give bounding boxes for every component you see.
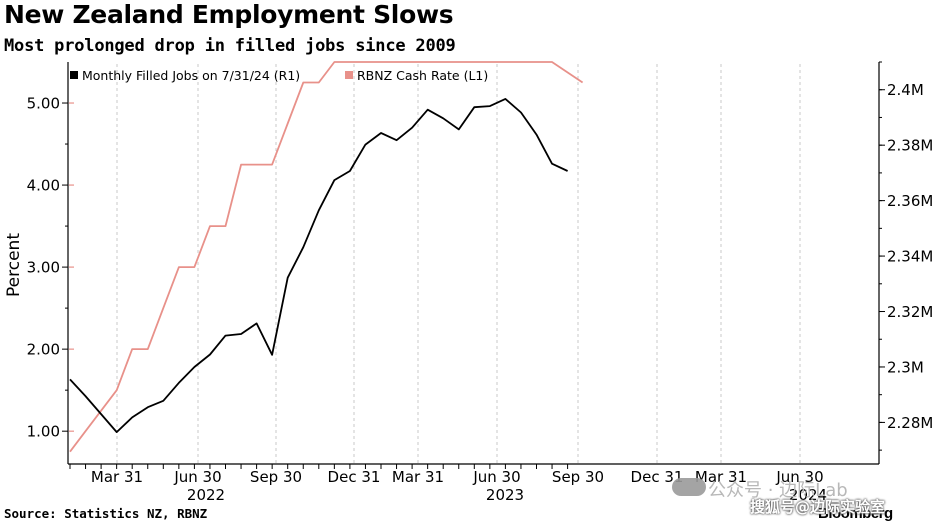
watermark-logo-icon	[672, 478, 706, 496]
legend: Monthly Filled Jobs on 7/31/24 (R1) RBNZ …	[70, 68, 488, 83]
x-tick-label: Jun 30	[173, 468, 221, 486]
chart-subtitle: Most prolonged drop in filled jobs since…	[4, 36, 456, 56]
right-tick-label: 2.36M	[887, 192, 933, 210]
left-tick-label: 5.00	[27, 95, 60, 113]
watermark-text-2: 搜狐号@边际实验室	[750, 498, 886, 516]
grid-lines	[116, 64, 801, 464]
y-axis-label: Percent	[4, 233, 24, 297]
x-year-label: 2023	[486, 486, 524, 504]
x-tick-label: Sep 30	[552, 468, 604, 486]
x-tick-label: Dec 31	[631, 468, 684, 486]
axes: 1.00 2.00 3.00 4.00 5.00 2.28M 2.3M 2.32M 2.34M 2…	[4, 61, 933, 504]
legend-swatch-filled-jobs	[70, 71, 78, 79]
left-tick-label: 2.00	[27, 341, 60, 359]
x-tick-label: Sep 30	[250, 468, 302, 486]
x-year-label: 2022	[187, 486, 225, 504]
right-tick-label: 2.28M	[887, 414, 933, 432]
left-tick-label: 1.00	[27, 423, 60, 441]
right-tick-label: 2.38M	[887, 137, 933, 155]
series-lines	[69, 61, 584, 453]
right-tick-label: 2.3M	[887, 358, 924, 376]
series-line-rbnz-cash-rate	[69, 61, 584, 453]
chart-title: New Zealand Employment Slows	[4, 0, 454, 29]
left-tick-label: 4.00	[27, 177, 60, 195]
x-tick-label: Mar 31	[91, 468, 143, 486]
right-tick-label: 2.32M	[887, 303, 933, 321]
legend-swatch-cash-rate	[345, 71, 353, 79]
x-tick-label: Jun 30	[775, 468, 823, 486]
right-tick-label: 2.4M	[887, 81, 924, 99]
x-tick-label: Dec 31	[328, 468, 381, 486]
x-tick-label: Mar 31	[392, 468, 444, 486]
x-tick-label: Jun 30	[472, 468, 520, 486]
x-year-label: 2024	[789, 486, 827, 504]
source-note: Source: Statistics NZ, RBNZ	[4, 506, 208, 521]
legend-label-cash-rate: RBNZ Cash Rate (L1)	[357, 68, 488, 83]
brand-logo: Bloomberg	[818, 505, 893, 522]
right-tick-label: 2.34M	[887, 248, 933, 266]
x-tick-label: Mar 31	[695, 468, 747, 486]
watermark-text: 公众号 · 边际Lab	[708, 480, 848, 501]
legend-label-filled-jobs: Monthly Filled Jobs on 7/31/24 (R1)	[82, 68, 300, 83]
series-line-filled-jobs	[69, 98, 568, 434]
left-tick-label: 3.00	[27, 259, 60, 277]
